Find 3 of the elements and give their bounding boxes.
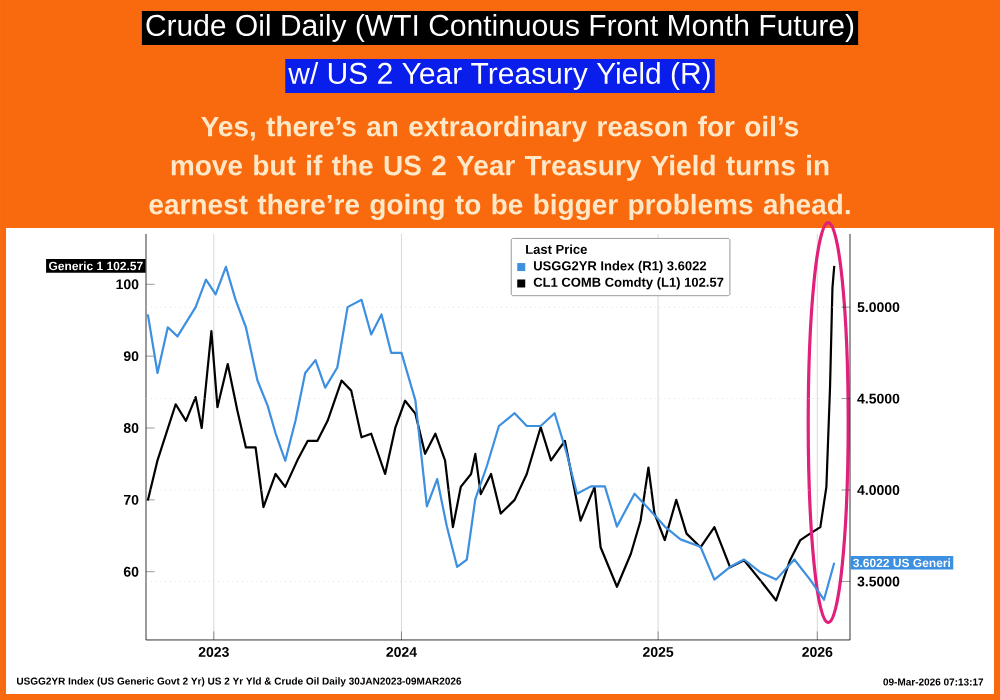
chart-subtitle: w/ US 2 Year Treasury Yield (R) xyxy=(288,62,710,90)
chart-title: Crude Oil Daily (WTI Continuous Front Month Future) xyxy=(146,14,854,42)
text: Yes, there’s an extraordinary reason for oil’s move but if the US 2 Year Treasury Yield turns in earnest there’re going to be bigger problems ahead. xyxy=(149,115,850,221)
